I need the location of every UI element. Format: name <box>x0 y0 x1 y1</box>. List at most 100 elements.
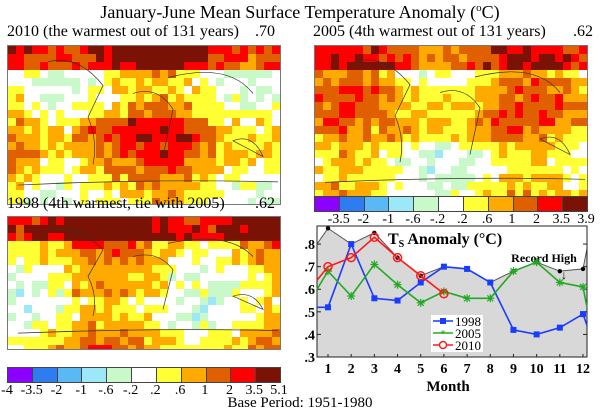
colorbar-swatch <box>315 197 340 211</box>
colorbar-tick-label: 5.1 <box>270 383 288 398</box>
panel-2010-title: 2010 (the warmest out of 131 years) <box>7 23 239 40</box>
legend-label-2005: 2005 <box>455 326 481 341</box>
colorbar-swatch <box>107 368 133 382</box>
series-2005-point <box>532 258 541 267</box>
y-tick-label: .4 <box>305 328 316 343</box>
legend-label-1998: 1998 <box>455 314 481 329</box>
colorbar-swatch <box>256 368 280 382</box>
y-tick-label: .5 <box>305 306 316 321</box>
y-tick-label: .7 <box>305 261 316 276</box>
series-2010-point <box>439 289 449 299</box>
colorbar-swatch <box>57 368 83 382</box>
colorbar-swatch <box>563 197 587 211</box>
colorbar-swatch <box>389 197 415 211</box>
colorbar-swatch <box>513 197 539 211</box>
x-tick-label: 9 <box>510 362 517 377</box>
colorbar-tick-label: 2 <box>226 383 234 398</box>
x-tick-label: 6 <box>440 362 447 377</box>
series-2005-line <box>316 261 588 308</box>
colorbar-2005-labels: -3.5 -2 -1 -.6 -.2 .2 .6 1 2 3.5 3.9 <box>314 212 595 228</box>
series-1998-point <box>580 311 586 318</box>
x-tick-label: 8 <box>487 362 494 377</box>
series-2005-point <box>579 282 587 291</box>
x-axis-label: Month <box>426 379 470 395</box>
colorbar-tick-label: -.6 <box>405 212 421 227</box>
colorbar-tick-label: -3.5 <box>20 383 43 398</box>
legend-label-2010: 2010 <box>455 338 481 353</box>
colorbar-tick-label: 3.5 <box>245 383 264 398</box>
series-2005-point <box>509 267 518 276</box>
record-high-annotation: Record High <box>511 251 577 265</box>
legend-marker-1998 <box>440 318 446 324</box>
series-2005-point <box>555 278 564 287</box>
series-2010-point <box>346 252 356 263</box>
colorbar-tick-label: 2 <box>533 212 541 227</box>
colorbar-tick-label: -3.5 <box>327 212 350 227</box>
series-1998-point <box>556 324 563 331</box>
x-tick-label: 12 <box>576 362 590 377</box>
colorbar-swatch <box>82 368 108 382</box>
series-1998-point <box>440 263 447 270</box>
x-tick-label: 5 <box>417 362 424 377</box>
series-2010-point <box>392 252 403 263</box>
series-1998-point <box>348 241 355 248</box>
series-2010-point <box>323 261 333 272</box>
x-tick-label: 1 <box>325 362 332 377</box>
series-2005-point <box>347 292 356 301</box>
panel-1998-title: 1998 (4th warmest, tie with 2005) <box>7 195 225 212</box>
x-tick-label: 2 <box>348 362 355 377</box>
series-2005-point <box>486 294 495 303</box>
colorbar-swatch <box>231 368 257 382</box>
record-high-point <box>557 268 563 274</box>
colorbar-tick-label: 3.5 <box>552 212 571 227</box>
colorbar-tick-label: .2 <box>150 383 161 398</box>
base-period-note: Base Period: 1951-1980 <box>227 395 373 411</box>
colorbar-tick-label: -1 <box>75 383 88 398</box>
series-2010-point <box>369 232 380 243</box>
colorbar-swatch <box>32 368 58 382</box>
x-tick-label: 3 <box>371 362 378 377</box>
map-2005 <box>314 45 588 202</box>
colorbar-swatch <box>181 368 207 382</box>
colorbar-tick-label: -.2 <box>123 383 139 398</box>
title-text: January-June Mean Surface Temperature An… <box>100 2 477 22</box>
colorbar-tick-label: 1 <box>508 212 516 227</box>
title-unit: C) <box>481 2 500 22</box>
series-1998-point <box>371 295 378 302</box>
colorbar-tick-label: 1 <box>201 383 209 398</box>
series-2005-point <box>416 298 425 307</box>
legend-marker-2005: * <box>440 328 446 340</box>
colorbar-swatch <box>339 197 365 211</box>
series-1998-point <box>394 297 401 304</box>
colorbar-swatch <box>538 197 564 211</box>
colorbar-tick-label: .2 <box>457 212 468 227</box>
record-high-arrow: ↓ <box>561 268 567 282</box>
colorbar-2005 <box>314 196 588 212</box>
colorbar-tick-label: -2 <box>50 383 63 398</box>
colorbar-swatch <box>206 368 232 382</box>
series-1998-point <box>464 265 471 272</box>
record-high-point <box>580 266 586 272</box>
panel-2005-value: .62 <box>573 23 593 40</box>
colorbar-swatch <box>8 368 33 382</box>
colorbar-tick-label: -.2 <box>430 212 446 227</box>
x-tick-label: 10 <box>530 362 544 377</box>
series-1998-point <box>417 279 424 286</box>
series-2005-point <box>463 294 472 303</box>
series-2010-point <box>415 270 426 281</box>
colorbar-swatch <box>414 197 440 211</box>
record-high-area <box>317 228 587 357</box>
map-1998 <box>7 216 281 350</box>
plot-frame <box>316 225 588 358</box>
y-tick-label: .8 <box>305 238 316 253</box>
colorbar-swatch <box>488 197 514 211</box>
series-2010-line <box>316 236 445 295</box>
panel-1998-value: .62 <box>255 195 275 212</box>
x-tick-label: 7 <box>464 362 471 377</box>
colorbar-tick-label: .6 <box>481 212 493 227</box>
series-1998-point <box>487 279 494 286</box>
colorbar-tick-label: -1 <box>382 212 395 227</box>
x-tick-label: 11 <box>553 362 566 377</box>
map-2010 <box>7 45 281 205</box>
